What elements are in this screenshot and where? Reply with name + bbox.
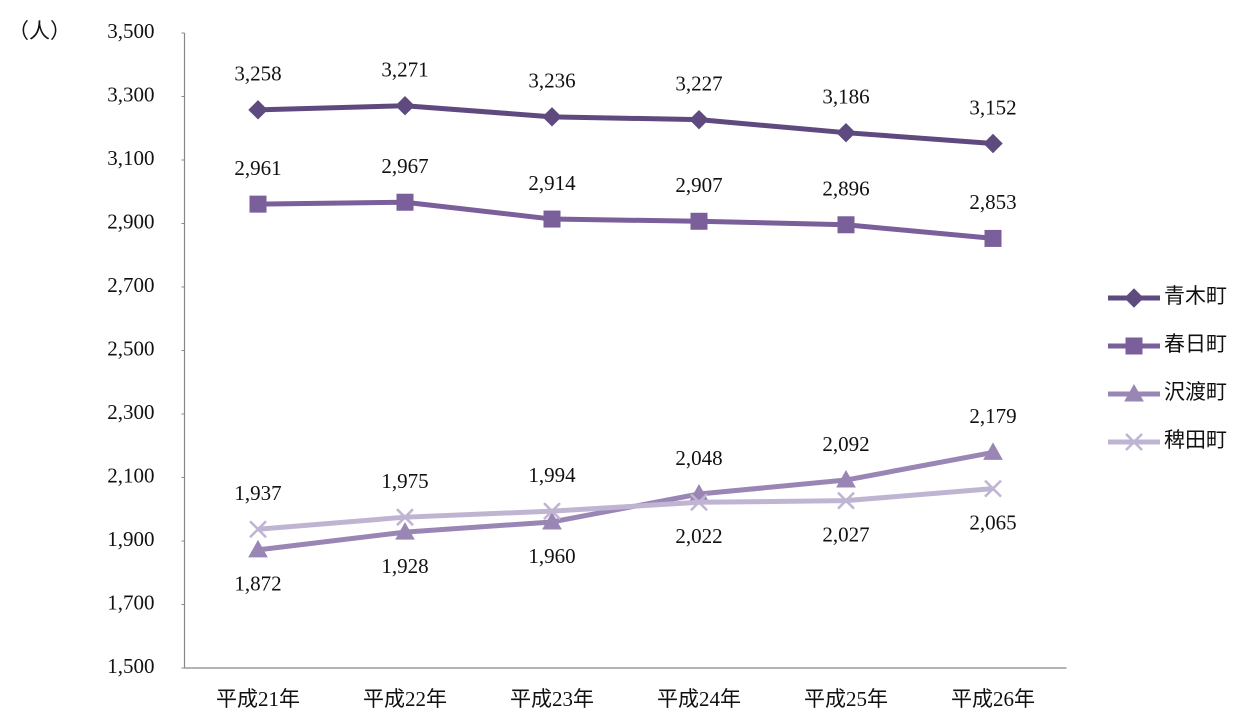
x-tick-label: 平成22年 [363,687,447,711]
y-tick-label: 1,900 [107,527,154,551]
legend-marker [1124,288,1144,308]
legend-label: 青木町 [1164,284,1227,308]
legend-label: 春日町 [1164,332,1227,356]
data-label: 2,914 [528,171,576,195]
y-tick-label: 2,500 [107,336,154,360]
marker [396,508,414,527]
data-label: 2,853 [969,190,1016,214]
y-tick-label: 3,100 [107,146,154,170]
marker [837,491,855,510]
marker [690,493,708,512]
legend-marker [1125,433,1143,451]
x-tick-label: 平成25年 [804,687,888,711]
y-tick-label: 1,500 [107,654,154,678]
x-tick-label: 平成21年 [216,687,300,711]
data-label: 3,258 [234,62,281,86]
marker [690,212,708,230]
data-label: 1,928 [381,554,428,578]
x-tick-label: 平成26年 [951,687,1035,711]
data-label: 2,967 [381,154,428,178]
data-label: 2,896 [822,177,869,201]
y-tick-label: 2,100 [107,463,154,487]
marker [248,100,268,120]
y-tick-label: 2,700 [107,273,154,297]
data-label: 3,236 [528,69,575,93]
legend-marker [1124,383,1144,402]
marker [984,229,1002,247]
data-label: 2,092 [822,432,869,456]
y-unit-label: （人） [8,19,71,43]
marker [836,470,856,488]
marker [395,522,415,540]
y-tick-label: 2,900 [107,209,154,233]
marker [983,133,1003,154]
y-tick-label: 2,300 [107,400,154,424]
marker [837,216,855,234]
marker [395,96,415,116]
data-label: 2,027 [822,522,869,546]
legend-label: 稗田町 [1164,428,1227,452]
y-tick-label: 3,500 [107,19,154,43]
y-tick-label: 3,300 [107,82,154,106]
marker [396,193,414,211]
series-line [257,199,994,241]
series-line [257,449,994,553]
data-label: 3,152 [969,95,1016,119]
marker [249,520,267,539]
marker [984,479,1002,498]
data-label: 2,907 [675,173,722,197]
marker [689,109,709,130]
data-label: 2,961 [234,156,281,180]
marker [836,122,856,143]
data-label: 3,186 [822,85,869,109]
data-label: 2,022 [675,524,722,548]
data-label: 1,872 [234,572,281,596]
data-label: 1,975 [381,469,428,493]
series-line [257,103,994,146]
x-tick-label: 平成23年 [510,687,594,711]
marker [543,502,561,521]
x-tick-label: 平成24年 [657,687,741,711]
data-label: 3,227 [675,71,722,95]
series-line [257,486,994,532]
marker [542,511,562,530]
legend-marker [1125,337,1143,355]
data-label: 2,065 [969,510,1016,534]
marker [249,195,267,213]
data-label: 1,960 [528,544,575,568]
y-tick-label: 1,700 [107,590,154,614]
legend-label: 沢渡町 [1164,380,1227,404]
data-label: 1,937 [234,481,281,505]
marker [543,210,561,228]
data-label: 2,179 [969,404,1016,428]
data-label: 2,048 [675,446,722,470]
marker [248,539,268,558]
marker [983,442,1003,460]
data-label: 1,994 [528,463,576,487]
marker [542,107,562,127]
data-label: 3,271 [381,58,428,82]
